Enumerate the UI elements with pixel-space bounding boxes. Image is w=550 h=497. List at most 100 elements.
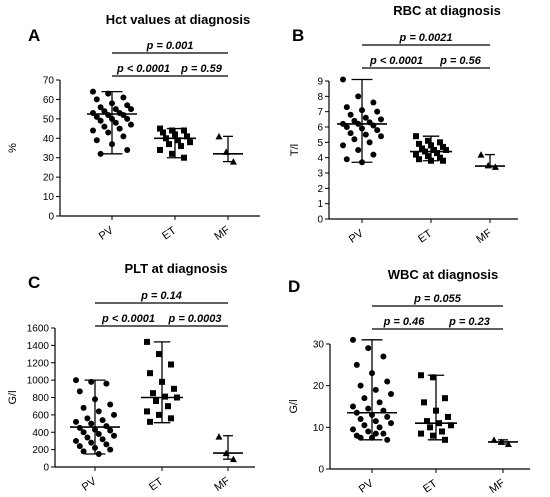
data-point bbox=[357, 382, 364, 389]
data-point bbox=[80, 404, 87, 411]
y-tick-label: 40 bbox=[43, 134, 55, 145]
data-point bbox=[168, 361, 174, 368]
p-value-label: p = 0.59 bbox=[180, 63, 223, 75]
data-point bbox=[359, 159, 365, 166]
y-axis-label: T/l bbox=[289, 144, 301, 156]
chart-panel-d: D WBC at diagnosis G/l 0 10 20 30 PV ET MF p = 0.0… bbox=[288, 267, 530, 496]
data-point bbox=[357, 434, 364, 441]
data-point bbox=[128, 121, 134, 128]
x-tick-label: MF bbox=[487, 477, 507, 496]
data-point bbox=[109, 141, 115, 148]
data-point bbox=[184, 133, 190, 140]
data-point bbox=[156, 411, 162, 418]
data-point bbox=[380, 430, 387, 437]
data-point bbox=[187, 139, 193, 146]
data-point bbox=[181, 127, 187, 134]
y-tick-label: 200 bbox=[32, 445, 49, 456]
x-tick-label: PV bbox=[347, 227, 366, 246]
data-point bbox=[147, 418, 153, 425]
data-point bbox=[359, 107, 365, 114]
data-point bbox=[107, 427, 114, 434]
data-point bbox=[107, 446, 114, 453]
data-point bbox=[369, 370, 375, 377]
data-point bbox=[428, 142, 434, 149]
data-point bbox=[162, 393, 168, 400]
y-tick-label: 60 bbox=[43, 95, 55, 106]
data-point bbox=[169, 127, 175, 134]
data-point bbox=[90, 88, 96, 95]
data-point bbox=[425, 153, 431, 160]
data-point bbox=[442, 395, 448, 402]
p-value-label: p < 0.0001 bbox=[369, 55, 423, 67]
x-tick-label: PV bbox=[80, 475, 99, 494]
data-point bbox=[144, 338, 150, 345]
data-point bbox=[109, 115, 115, 122]
data-point bbox=[384, 413, 391, 420]
p-value-label: p < 0.0001 bbox=[101, 313, 155, 325]
data-point bbox=[73, 377, 79, 384]
data-point bbox=[111, 411, 117, 418]
data-point bbox=[76, 443, 83, 450]
data-point bbox=[76, 388, 83, 395]
data-point bbox=[95, 408, 102, 415]
data-point bbox=[440, 143, 446, 150]
data-point bbox=[144, 408, 150, 415]
data-point bbox=[156, 351, 162, 358]
data-point bbox=[92, 444, 98, 451]
data-point bbox=[347, 111, 354, 118]
data-point bbox=[169, 150, 175, 157]
data-point bbox=[157, 125, 163, 132]
y-tick-label: 1000 bbox=[27, 376, 50, 387]
y-tick-label: 0 bbox=[43, 463, 49, 474]
data-point bbox=[105, 129, 112, 136]
y-tick-label: 6 bbox=[317, 123, 323, 134]
y-tick-label: 8 bbox=[317, 92, 323, 103]
data-point bbox=[99, 417, 106, 424]
data-point bbox=[384, 436, 391, 443]
chart-title: WBC at diagnosis bbox=[388, 267, 499, 282]
data-point bbox=[439, 428, 445, 435]
chart-panel-a: A Hct values at diagnosis% 0 10 20 30 40 50 60 70… bbox=[7, 12, 260, 243]
data-point bbox=[369, 434, 375, 441]
y-tick-label: 10 bbox=[313, 423, 325, 434]
data-point bbox=[168, 415, 174, 422]
data-point bbox=[374, 108, 381, 115]
data-point bbox=[357, 416, 364, 422]
data-point bbox=[88, 420, 95, 427]
p-value-label: p = 0.0003 bbox=[168, 313, 222, 325]
data-point bbox=[376, 424, 383, 431]
y-tick-label: 30 bbox=[313, 340, 325, 351]
p-value-label: p < 0.0001 bbox=[116, 63, 170, 75]
y-tick-label: 20 bbox=[43, 173, 55, 184]
y-tick-label: 3 bbox=[317, 169, 323, 180]
chart-title: PLT at diagnosis bbox=[124, 261, 227, 276]
data-point bbox=[343, 124, 350, 130]
chart-panel-b: B RBC at diagnosis T/l 0 1 2 3 4 5 6 7 8 9 PV ET MF p = … bbox=[289, 3, 518, 246]
y-tick-label: 20 bbox=[313, 381, 325, 392]
panel-letter: B bbox=[292, 26, 304, 45]
data-point bbox=[215, 433, 223, 440]
y-tick-label: 1200 bbox=[27, 358, 50, 369]
data-point bbox=[84, 415, 91, 422]
data-point bbox=[160, 129, 166, 136]
x-tick-label: PV bbox=[97, 224, 116, 243]
y-tick-label: 800 bbox=[32, 393, 49, 404]
data-point bbox=[340, 142, 346, 149]
data-point bbox=[109, 100, 115, 107]
data-point bbox=[120, 94, 127, 101]
data-point bbox=[105, 90, 112, 97]
data-point bbox=[80, 448, 87, 455]
data-point bbox=[101, 108, 108, 115]
data-point bbox=[388, 391, 394, 397]
data-point bbox=[437, 154, 443, 161]
data-point bbox=[372, 386, 379, 393]
y-tick-label: 9 bbox=[317, 77, 323, 88]
data-point bbox=[107, 401, 114, 408]
data-point bbox=[178, 143, 184, 150]
y-tick-label: 400 bbox=[32, 428, 49, 439]
data-point bbox=[111, 432, 117, 439]
data-point bbox=[88, 378, 95, 385]
data-point bbox=[103, 441, 110, 448]
data-point bbox=[343, 104, 350, 111]
